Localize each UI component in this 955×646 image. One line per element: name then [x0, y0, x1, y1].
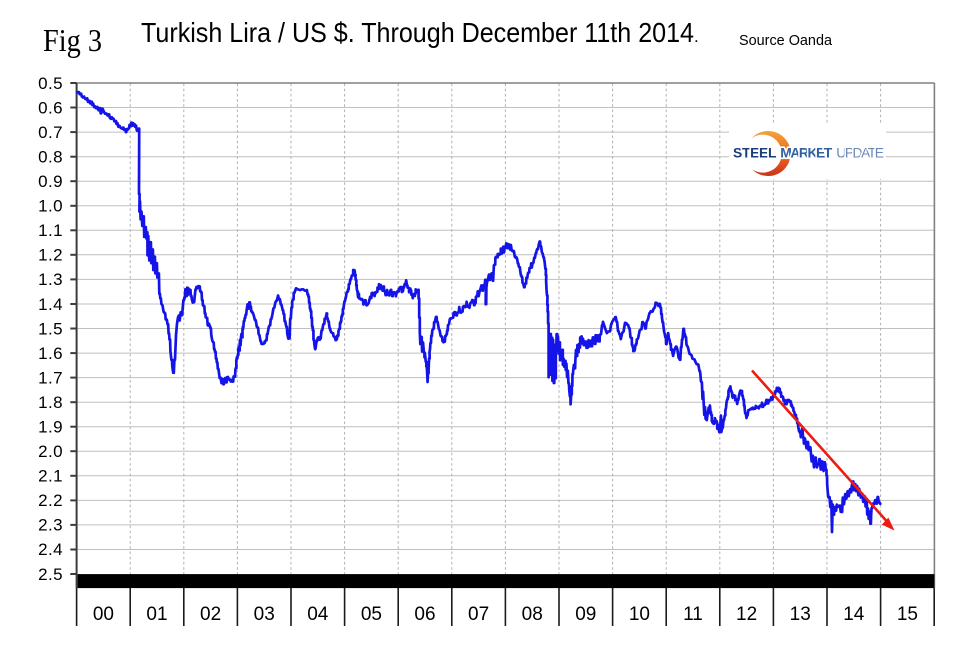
svg-text:09: 09: [575, 604, 596, 625]
svg-text:04: 04: [307, 604, 329, 625]
svg-text:1.2: 1.2: [38, 246, 63, 265]
svg-text:1.6: 1.6: [38, 344, 63, 363]
svg-text:05: 05: [361, 604, 382, 625]
svg-text:1.1: 1.1: [38, 221, 63, 240]
svg-text:2.3: 2.3: [38, 516, 63, 535]
svg-text:03: 03: [254, 604, 275, 625]
svg-text:2.0: 2.0: [38, 442, 63, 461]
svg-text:.: .: [694, 27, 699, 46]
svg-text:2.2: 2.2: [38, 491, 63, 510]
svg-text:0.9: 0.9: [38, 172, 63, 191]
svg-text:13: 13: [790, 604, 811, 625]
svg-text:1.9: 1.9: [38, 418, 63, 437]
svg-text:STEEL: STEEL: [733, 144, 777, 160]
svg-text:Fig 3: Fig 3: [43, 22, 102, 58]
svg-text:06: 06: [414, 604, 435, 625]
svg-text:1.8: 1.8: [38, 393, 63, 412]
svg-text:MARKET: MARKET: [780, 144, 833, 160]
svg-text:07: 07: [468, 604, 489, 625]
svg-text:Turkish Lira / US $. Through D: Turkish Lira / US $. Through December 11…: [141, 17, 694, 48]
svg-text:1.4: 1.4: [38, 295, 63, 314]
svg-text:2.4: 2.4: [38, 540, 63, 559]
svg-text:14: 14: [843, 604, 865, 625]
svg-text:1.3: 1.3: [38, 270, 63, 289]
svg-text:Source Oanda: Source Oanda: [739, 32, 833, 49]
svg-text:1.7: 1.7: [38, 368, 63, 387]
svg-text:UPDATE: UPDATE: [836, 144, 884, 160]
svg-text:01: 01: [146, 604, 167, 625]
svg-text:02: 02: [200, 604, 221, 625]
svg-text:10: 10: [629, 604, 650, 625]
svg-text:1.0: 1.0: [38, 197, 63, 216]
svg-text:0.5: 0.5: [38, 74, 63, 93]
svg-text:00: 00: [93, 604, 114, 625]
svg-text:1.5: 1.5: [38, 319, 63, 338]
svg-text:2.5: 2.5: [38, 565, 63, 584]
svg-text:11: 11: [683, 604, 703, 625]
svg-text:0.6: 0.6: [38, 98, 63, 117]
svg-text:15: 15: [897, 604, 918, 625]
svg-text:2.1: 2.1: [38, 467, 63, 486]
svg-text:08: 08: [522, 604, 543, 625]
svg-text:0.8: 0.8: [38, 148, 63, 167]
svg-text:0.7: 0.7: [38, 123, 63, 142]
svg-text:12: 12: [736, 604, 757, 625]
